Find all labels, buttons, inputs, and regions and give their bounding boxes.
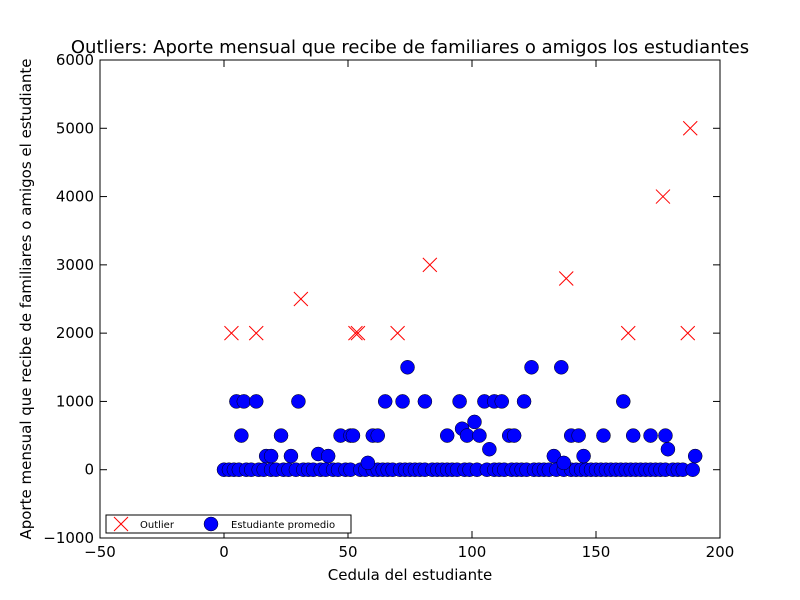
average-point xyxy=(658,428,673,443)
average-point xyxy=(320,448,336,464)
average-point xyxy=(273,428,289,443)
legend-outlier-label: Outlier xyxy=(140,520,175,531)
x-axis-label: Cedula del estudiante xyxy=(328,566,492,584)
outlier-point xyxy=(620,325,636,341)
outlier-point xyxy=(422,257,438,273)
outlier-point xyxy=(348,325,363,341)
legend-average-label: Estudiante promedio xyxy=(231,520,335,531)
y-tick-label: 5000 xyxy=(56,119,94,137)
average-point xyxy=(283,448,299,464)
legend-box xyxy=(105,514,352,534)
average-point xyxy=(616,394,631,409)
average-point xyxy=(625,428,641,443)
average-point xyxy=(370,428,386,443)
outlier-point xyxy=(293,291,309,307)
y-tick-label: −1000 xyxy=(43,529,94,547)
average-point xyxy=(660,441,676,457)
average-point xyxy=(248,394,264,409)
outlier-point xyxy=(655,189,671,204)
average-point xyxy=(345,428,361,443)
average-point xyxy=(472,428,487,443)
average-point xyxy=(417,394,433,409)
outlier-point xyxy=(224,325,239,341)
average-point xyxy=(395,394,410,409)
y-tick-label: 0 xyxy=(84,461,94,479)
average-point xyxy=(377,394,393,409)
outlier-point xyxy=(558,271,574,286)
average-point xyxy=(524,360,539,375)
average-point xyxy=(291,394,306,409)
x-tick-label: 150 xyxy=(582,543,611,561)
y-tick-label: 4000 xyxy=(56,188,94,206)
y-tick-label: 2000 xyxy=(56,324,94,342)
outlier-point xyxy=(350,325,366,341)
average-point xyxy=(452,394,467,409)
data-marks xyxy=(216,120,703,477)
x-tick-label: 100 xyxy=(458,543,487,561)
average-point xyxy=(506,428,522,443)
y-tick-label: 1000 xyxy=(56,392,94,410)
average-point xyxy=(467,414,482,430)
average-point xyxy=(263,448,279,464)
average-point xyxy=(571,428,586,443)
average-point xyxy=(360,455,376,471)
y-tick-label: 3000 xyxy=(56,256,94,274)
average-point xyxy=(482,441,497,457)
outlier-point xyxy=(680,325,696,341)
y-tick-label: 6000 xyxy=(56,51,94,69)
average-point xyxy=(516,394,532,409)
average-point xyxy=(596,428,611,443)
average-point xyxy=(576,448,591,464)
x-tick-label: 0 xyxy=(219,543,229,561)
legend-average-marker xyxy=(203,516,219,532)
average-point xyxy=(643,428,658,443)
plot-area xyxy=(100,60,720,538)
average-point xyxy=(459,428,475,443)
average-point xyxy=(400,360,415,375)
outlier-point xyxy=(248,325,264,341)
y-axis-label: Aporte mensual que recibe de familiares … xyxy=(17,58,35,539)
legend-outlier-marker xyxy=(113,516,129,532)
x-tick-label: 50 xyxy=(338,543,357,561)
average-point xyxy=(236,394,252,409)
x-tick-label: 200 xyxy=(706,543,735,561)
average-point xyxy=(687,448,703,464)
average-point xyxy=(554,360,569,375)
axis-ticks: −50 0 50 100 150 200 −1000 0 1000 2000 3000 4000 500… xyxy=(43,51,734,561)
chart-title: Outliers: Aporte mensual que recibe de f… xyxy=(71,37,749,58)
outlier-point xyxy=(390,325,405,341)
average-point xyxy=(439,428,455,443)
average-point xyxy=(234,428,249,443)
average-point xyxy=(685,462,700,477)
outlier-point xyxy=(682,120,698,136)
average-point xyxy=(556,455,572,471)
x-tick-label: −50 xyxy=(84,543,116,561)
average-point xyxy=(494,394,510,409)
plot-frame xyxy=(99,59,721,539)
legend: Outlier Estudiante promedio xyxy=(105,514,352,534)
